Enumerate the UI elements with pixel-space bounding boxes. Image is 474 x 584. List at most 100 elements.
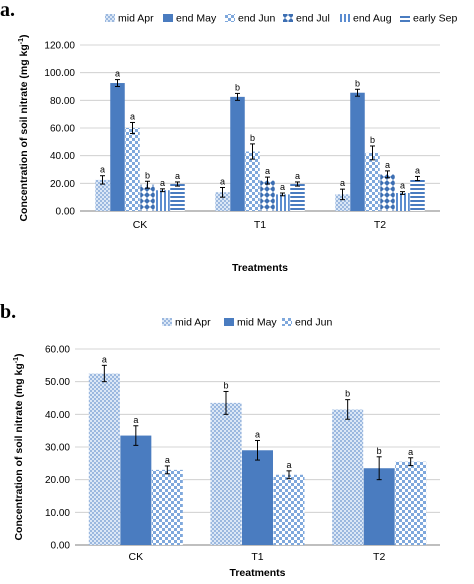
y-tick-label: 30.00 [45, 443, 70, 454]
y-tick-label: 50.00 [45, 377, 70, 388]
significance-label: a [133, 415, 138, 425]
y-tick-label: 20.00 [45, 475, 70, 486]
significance-label: a [100, 165, 105, 175]
chart-panel-a: a.0.0020.0040.0060.0080.00100.00120.00aa… [0, 0, 458, 274]
panel-label: b. [0, 301, 16, 323]
y-tick-label: 40.00 [45, 410, 70, 421]
significance-label: a [165, 455, 170, 465]
legend-swatch [224, 318, 234, 326]
x-tick-label: CK [133, 219, 148, 231]
legend-entry: mid Apr [118, 13, 154, 25]
significance-label: a [130, 111, 135, 121]
bar [350, 92, 365, 211]
significance-label: a [385, 160, 390, 170]
y-tick-label: 100.00 [44, 68, 75, 79]
y-tick-label: 40.00 [50, 151, 75, 162]
legend-entry: end Aug [353, 13, 392, 25]
significance-label: b [377, 446, 382, 456]
significance-label: a [255, 429, 260, 439]
significance-label: a [160, 178, 165, 188]
bar [245, 151, 260, 211]
bar [242, 450, 273, 545]
bar [410, 178, 425, 211]
bar [335, 194, 350, 211]
significance-label: a [220, 176, 225, 186]
legend-swatch [163, 14, 173, 22]
legend-swatch [105, 14, 115, 22]
y-tick-label: 0.00 [56, 207, 76, 218]
y-axis-title-main: Concentration of soil nitrate (mg kg [13, 363, 25, 540]
bar [215, 192, 230, 211]
significance-label: a [280, 182, 285, 192]
y-tick-label: 0.00 [51, 541, 71, 552]
significance-label: b [145, 170, 150, 180]
significance-label: b [250, 133, 255, 143]
bar [88, 373, 120, 545]
y-tick-label: 80.00 [50, 96, 75, 107]
x-tick-label: T1 [254, 219, 266, 231]
bar [332, 409, 364, 545]
legend-swatch [283, 14, 293, 22]
bar [95, 179, 110, 211]
legend-entry: early Sep [413, 13, 458, 25]
y-axis-title: Concentration of soil nitrate (mg kg-1) [13, 353, 25, 540]
significance-label: b [235, 82, 240, 92]
bar [110, 83, 125, 211]
x-tick-label: T2 [374, 219, 386, 231]
bar [151, 469, 183, 545]
legend-entry: mid Apr [175, 317, 211, 329]
bar [273, 474, 305, 545]
bar [210, 402, 242, 545]
significance-label: b [223, 380, 228, 390]
legend-swatch [400, 14, 410, 22]
x-tick-label: CK [129, 551, 144, 563]
legend-swatch [282, 318, 292, 326]
significance-label: a [340, 178, 345, 188]
y-tick-label: 60.00 [50, 124, 75, 135]
chart-panel-b: b. 0.00 10.00 20.00 30.00 40.00 50.00 60.00 a a a C… [0, 301, 440, 579]
y-tick-label: 60.00 [45, 345, 70, 356]
significance-label: a [115, 69, 120, 79]
significance-label: a [415, 165, 420, 175]
bar [260, 180, 275, 211]
x-tick-label: T1 [251, 551, 263, 563]
y-tick-label: 20.00 [50, 179, 75, 190]
y-axis-title-superscript: -1 [18, 38, 25, 44]
bar [395, 461, 427, 545]
legend-entry: end Jun [238, 13, 276, 25]
significance-label: a [286, 460, 291, 470]
significance-label: a [400, 181, 405, 191]
legend-entry: end May [176, 13, 217, 25]
y-tick-label: 120.00 [44, 41, 75, 52]
bar [380, 174, 395, 211]
bar [155, 190, 170, 211]
y-axis-title-superscript: -1 [13, 357, 20, 363]
panel-label: a. [0, 0, 15, 21]
y-axis-title-close: ) [13, 353, 25, 357]
bar [170, 184, 185, 211]
x-axis-title: Treatments [229, 567, 285, 579]
bar [120, 435, 152, 545]
significance-label: a [295, 171, 300, 181]
bar [363, 468, 395, 545]
bar [365, 152, 380, 211]
legend-entry: end Jun [295, 317, 333, 329]
significance-label: b [345, 389, 350, 399]
x-tick-label: T2 [373, 551, 385, 563]
significance-label: b [355, 78, 360, 88]
legend-swatch [225, 14, 235, 22]
x-axis-title: Treatments [232, 262, 288, 274]
bar [290, 184, 305, 211]
legend-swatch [340, 14, 350, 22]
significance-label: a [408, 447, 413, 457]
y-axis-title: Concentration of soil nitrate (mg kg-1) [18, 34, 30, 221]
bar [125, 128, 140, 211]
bar [395, 193, 410, 211]
significance-label: a [175, 171, 180, 181]
y-axis-title-main: Concentration of soil nitrate (mg kg [18, 44, 30, 221]
legend-entry: mid May [237, 317, 277, 329]
significance-label: a [265, 166, 270, 176]
y-tick-label: 10.00 [45, 508, 70, 519]
